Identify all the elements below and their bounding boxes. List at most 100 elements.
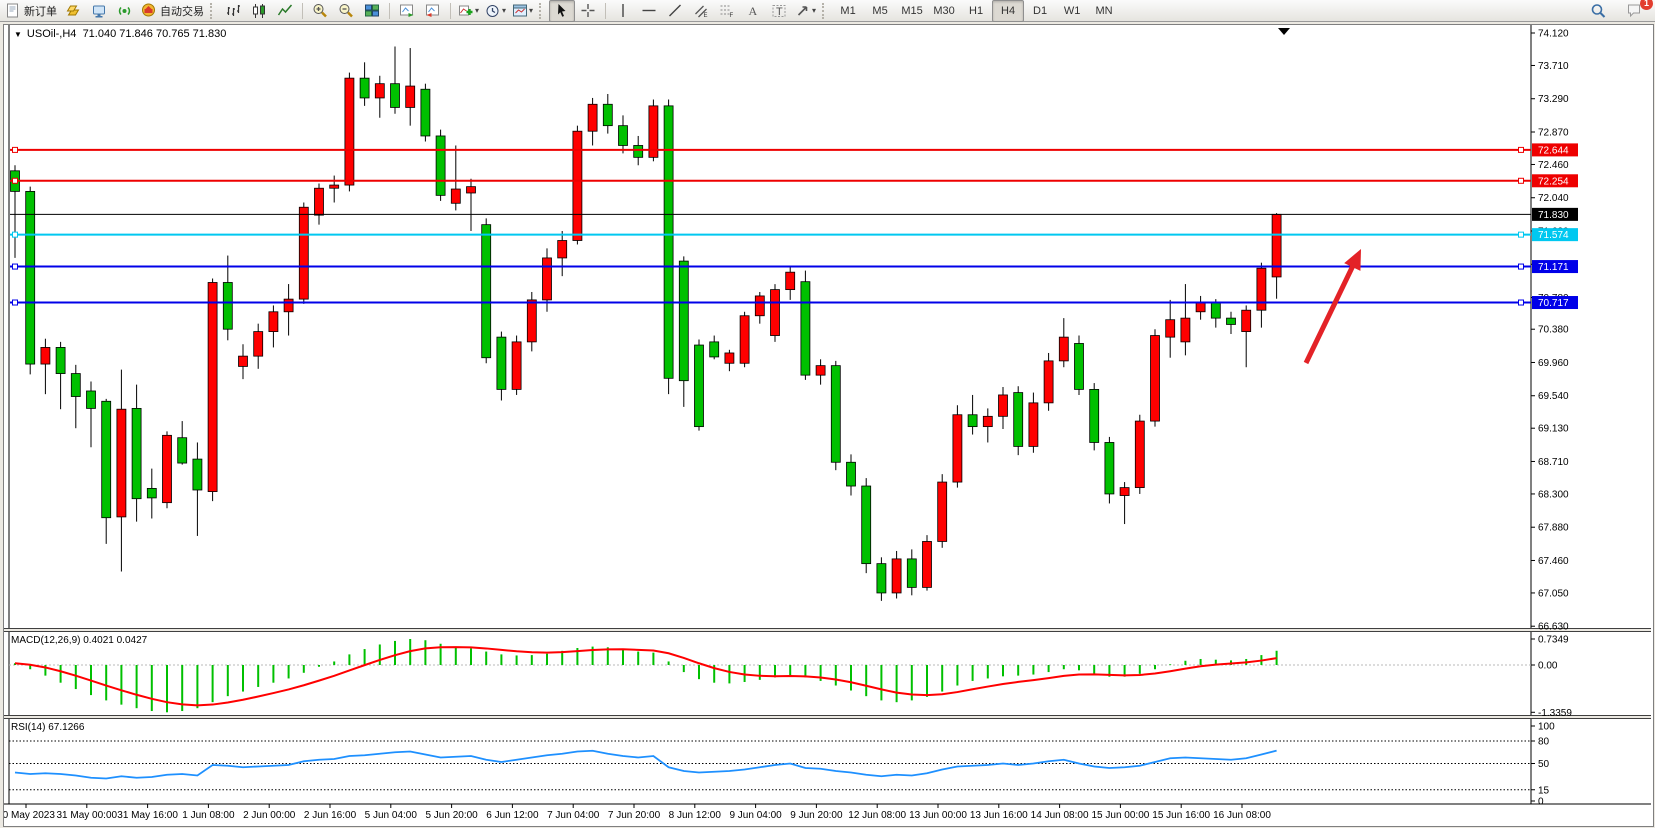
zoomin-icon bbox=[313, 3, 327, 17]
chart-window[interactable]: ▼ USOil-,H4 71.040 71.846 70.765 71.830 7… bbox=[3, 24, 1654, 827]
crosshair-button[interactable] bbox=[575, 0, 601, 22]
dropdown-arrow-icon[interactable]: ▾ bbox=[529, 6, 534, 15]
timeframe-button-h4[interactable]: H4 bbox=[992, 0, 1025, 22]
time-tick-label: 5 Jun 04:00 bbox=[365, 810, 418, 821]
line-chart-button[interactable] bbox=[272, 0, 298, 22]
chart-title: ▼ USOil-,H4 71.040 71.846 70.765 71.830 bbox=[12, 28, 229, 40]
profile-next-button[interactable] bbox=[394, 0, 420, 22]
trendline-button[interactable] bbox=[662, 0, 688, 22]
support-line-lower-badge bbox=[1532, 296, 1578, 310]
bear-candle bbox=[359, 77, 370, 99]
price-tick-label: 69.960 bbox=[1538, 358, 1569, 369]
bear-candle bbox=[146, 487, 157, 499]
cursor-icon bbox=[558, 3, 566, 17]
indicators-button[interactable]: ▾ bbox=[455, 0, 482, 22]
zoom-out-button[interactable] bbox=[333, 0, 359, 22]
terminal-button[interactable] bbox=[86, 0, 112, 22]
pane-splitter-1[interactable] bbox=[4, 628, 1651, 632]
timeframe-button-mn[interactable]: MN bbox=[1095, 4, 1113, 17]
label-button[interactable]: T bbox=[766, 0, 792, 22]
rsi-scale-label: 100 bbox=[1538, 722, 1555, 733]
timeframe-button-w1[interactable]: W1 bbox=[1063, 4, 1081, 17]
bull-candle bbox=[998, 394, 1008, 417]
bear-candle bbox=[678, 260, 689, 382]
price-tick-label: 69.540 bbox=[1538, 391, 1569, 402]
bar-chart-button[interactable] bbox=[220, 0, 246, 22]
dropdown-arrow-icon[interactable]: ▾ bbox=[475, 6, 480, 15]
line-handle bbox=[1518, 146, 1524, 153]
templates-button[interactable]: ▾ bbox=[509, 0, 536, 22]
candlestick-button[interactable] bbox=[246, 0, 272, 22]
gold-button[interactable] bbox=[60, 0, 86, 22]
time-tick-label: 30 May 2023 bbox=[4, 810, 55, 821]
dropdown-arrow-icon[interactable]: ▾ bbox=[502, 6, 507, 15]
timeframe-button-m30[interactable]: M30 bbox=[933, 4, 955, 17]
new-order-button[interactable]: 新订单 bbox=[2, 0, 60, 22]
levels-layer[interactable]: 72.644 72.254 71.830 71.574 71.171 70.717 bbox=[10, 143, 1578, 310]
toolbar-separator bbox=[450, 2, 451, 19]
price-tick-label: 73.290 bbox=[1538, 94, 1569, 105]
auto-trading-button-label: 自动交易 bbox=[160, 5, 204, 18]
price-tick-label: 67.460 bbox=[1538, 556, 1569, 567]
text-button[interactable]: A bbox=[740, 0, 766, 22]
chart-frame bbox=[4, 25, 1651, 805]
bear-candle bbox=[101, 400, 112, 519]
time-tick-label: 6 Jun 12:00 bbox=[486, 810, 539, 821]
annotation-arrow[interactable] bbox=[1303, 249, 1361, 365]
search-button[interactable] bbox=[1585, 0, 1611, 22]
bull-candle bbox=[648, 105, 659, 158]
notifications-button[interactable]: 1 bbox=[1621, 0, 1653, 22]
timeframe-button-m5[interactable]: M5 bbox=[872, 4, 888, 17]
bull-candle bbox=[891, 558, 902, 594]
current-price-line-badge bbox=[1532, 207, 1578, 221]
profile-prev-button[interactable] bbox=[420, 0, 446, 22]
zoom-in-button[interactable] bbox=[307, 0, 333, 22]
periods-button[interactable]: ▾ bbox=[482, 0, 509, 22]
terminal-icon bbox=[93, 5, 105, 17]
line-handle bbox=[1518, 231, 1524, 238]
bear-candle bbox=[800, 281, 811, 376]
clock-icon bbox=[486, 4, 499, 17]
timeframe-button-d1[interactable]: D1 bbox=[1033, 4, 1048, 17]
time-tick-label: 8 Jun 12:00 bbox=[669, 810, 722, 821]
pane-splitter-2[interactable] bbox=[4, 715, 1651, 719]
timeframe-button-m15[interactable]: M15 bbox=[901, 4, 923, 17]
vline-icon bbox=[622, 3, 624, 17]
rsi-label: RSI(14) 67.1266 bbox=[11, 722, 85, 733]
auto-trading-button[interactable]: 自动交易 bbox=[138, 0, 207, 22]
fibonacci-button[interactable]: F bbox=[714, 0, 740, 22]
chart-canvas[interactable]: 74.12073.71073.29072.87072.46072.04071.6… bbox=[4, 25, 1651, 824]
arrows-button[interactable]: ▾ bbox=[792, 0, 819, 22]
hline-button[interactable] bbox=[636, 0, 662, 22]
tile-windows-button[interactable] bbox=[359, 0, 385, 22]
dropdown-arrow-icon[interactable]: ▾ bbox=[812, 6, 817, 15]
bear-candle bbox=[435, 135, 446, 196]
crosshair-icon bbox=[581, 3, 595, 17]
bull-candle bbox=[542, 257, 552, 301]
channel-button[interactable]: E bbox=[688, 0, 714, 22]
bull-candle bbox=[724, 352, 735, 364]
support-line-upper-badge-label: 71.171 bbox=[1538, 262, 1569, 273]
bear-candle bbox=[192, 458, 203, 491]
bull-candle bbox=[937, 481, 948, 542]
price-tick-label: 72.870 bbox=[1538, 128, 1569, 139]
signal-icon bbox=[118, 6, 131, 15]
chart-shift-marker[interactable] bbox=[1278, 28, 1290, 35]
timeframe-button-h1[interactable]: H1 bbox=[969, 4, 984, 17]
time-tick-label: 31 May 00:00 bbox=[56, 810, 117, 821]
cursor-button[interactable] bbox=[549, 0, 576, 22]
resistance-line-upper-badge-label: 72.644 bbox=[1538, 145, 1569, 156]
bull-candle bbox=[1043, 360, 1054, 404]
vline-button[interactable] bbox=[610, 0, 636, 22]
one-click-trading-icon[interactable]: ▼ bbox=[14, 30, 22, 39]
price-tick-label: 73.710 bbox=[1538, 61, 1569, 72]
signal-button[interactable] bbox=[112, 0, 138, 22]
bull-candle bbox=[1028, 402, 1039, 447]
bull-candle bbox=[1058, 336, 1069, 362]
timeframe-button-m1[interactable]: M1 bbox=[840, 4, 856, 17]
svg-text:E: E bbox=[704, 13, 708, 19]
bull-candle bbox=[1150, 335, 1160, 422]
price-tick-label: 74.120 bbox=[1538, 29, 1569, 40]
